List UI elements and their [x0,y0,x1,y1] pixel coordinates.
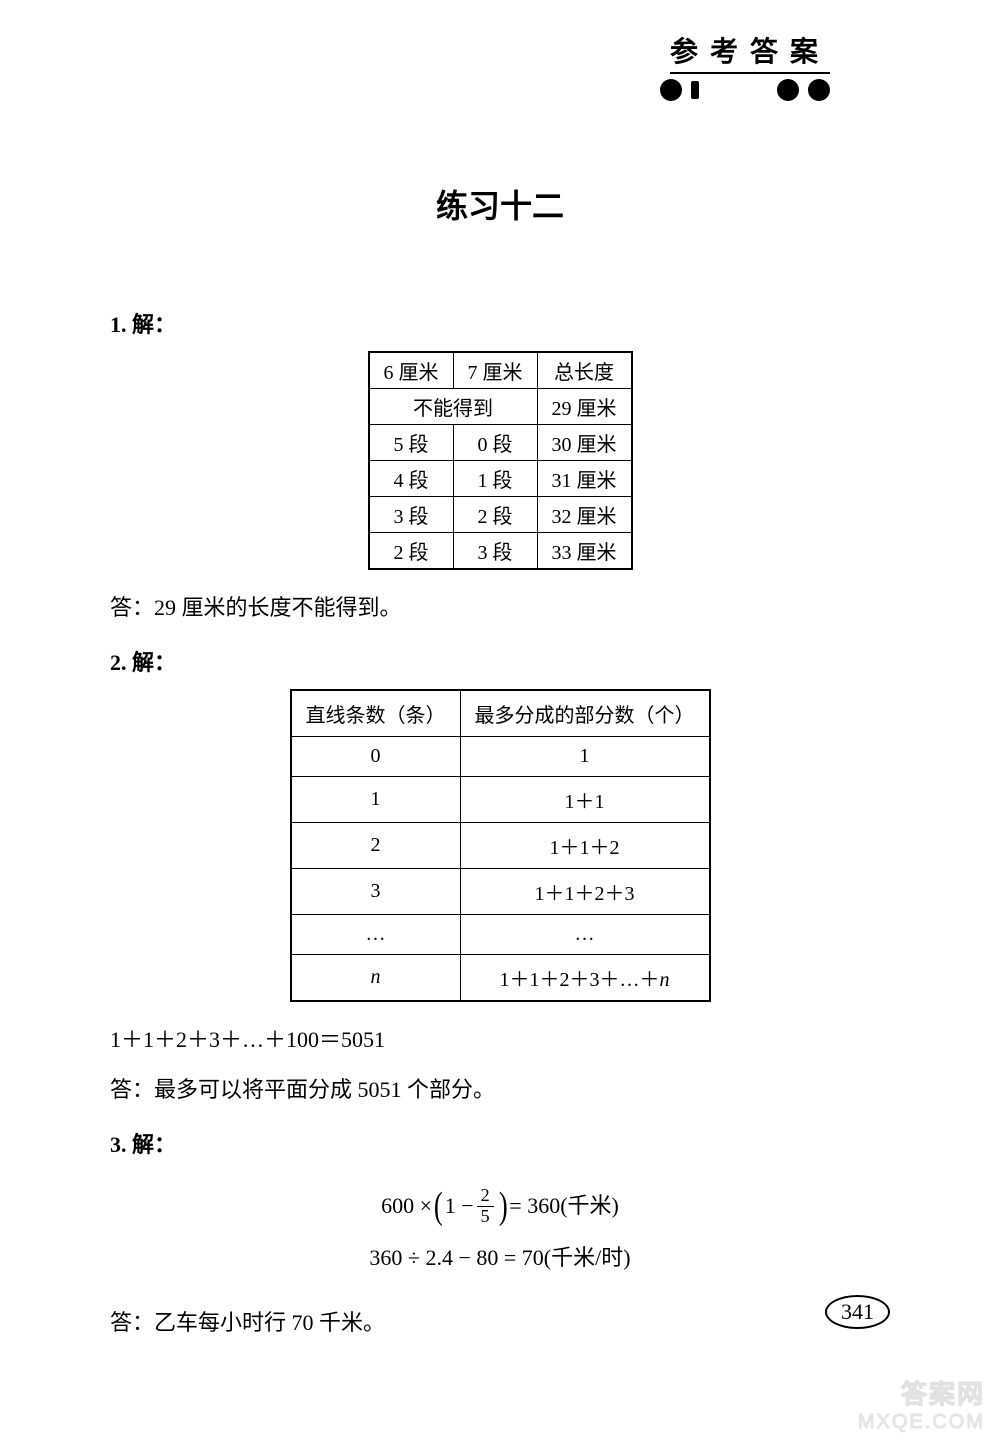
page-container: 参考答案 练习十二 1. 解： 6 厘米 7 厘米 总长度 不能得到 29 厘米… [0,0,1000,1449]
table-cell: 2 段 [453,497,537,533]
table-row: 4 段 1 段 31 厘米 [369,461,632,497]
table-row: … … [291,915,710,955]
table-row: 3 1＋1＋2＋3 [291,869,710,915]
table-cell: 5 段 [369,425,454,461]
dot-icon [777,79,799,101]
table-cell: n [291,955,461,1002]
equation-2: 360 ÷ 2.4 − 80 = 70(千米/时) [110,1236,890,1280]
problem-1-table: 6 厘米 7 厘米 总长度 不能得到 29 厘米 5 段 0 段 30 厘米 4… [368,351,633,570]
table-cell: 不能得到 [369,389,538,425]
table-header: 6 厘米 [369,352,454,389]
numerator: 2 [477,1186,494,1207]
table-row: 2 1＋1＋2 [291,823,710,869]
table-cell: 33 厘米 [537,533,632,570]
italic-n: n [660,969,670,991]
problem-1-answer: 答：29 厘米的长度不能得到。 [110,590,890,625]
page-number: 341 [825,1295,890,1329]
table-header: 总长度 [537,352,632,389]
table-cell: 1＋1＋2＋3＋…＋n [460,955,710,1002]
left-paren-icon: ( [434,1191,443,1221]
right-paren-icon: ) [499,1191,508,1221]
page-number-value: 341 [825,1295,890,1329]
table-cell: 1＋1 [460,777,710,823]
page-header: 参考答案 [110,30,890,101]
problem-2-answer: 答：最多可以将平面分成 5051 个部分。 [110,1072,890,1107]
problem-3-label: 3. 解： [110,1127,890,1159]
table-cell: 0 段 [453,425,537,461]
table-cell: 3 段 [369,497,454,533]
table-row: 6 厘米 7 厘米 总长度 [369,352,632,389]
table-row: 0 1 [291,737,710,777]
table-cell: 1 [460,737,710,777]
problem-2: 2. 解： 直线条数（条） 最多分成的部分数（个） 0 1 1 1＋1 2 1＋… [110,645,890,1107]
problem-3-equations: 600 × ( 1 − 2 5 ) = 360(千米) 360 ÷ 2.4 − … [110,1184,890,1280]
watermark: 答案网 MXQE.COM [858,1374,985,1434]
problem-2-label: 2. 解： [110,645,890,677]
eq-text: 1 − [445,1184,474,1228]
watermark-line1: 答案网 [858,1374,985,1411]
dot-icon [808,79,830,101]
table-cell: 1 段 [453,461,537,497]
table-header: 7 厘米 [453,352,537,389]
table-row: 直线条数（条） 最多分成的部分数（个） [291,690,710,737]
problem-2-table: 直线条数（条） 最多分成的部分数（个） 0 1 1 1＋1 2 1＋1＋2 3 … [290,689,711,1002]
table-cell: 3 [291,869,461,915]
table-cell: 30 厘米 [537,425,632,461]
problem-3-answer: 答：乙车每小时行 70 千米。 [110,1305,890,1340]
table-cell: … [460,915,710,955]
table-cell: 0 [291,737,461,777]
denominator: 5 [477,1207,494,1227]
equation-1: 600 × ( 1 − 2 5 ) = 360(千米) [110,1184,890,1228]
table-cell: 4 段 [369,461,454,497]
italic-n: n [371,966,381,988]
table-cell: 31 厘米 [537,461,632,497]
table-header: 最多分成的部分数（个） [460,690,710,737]
table-cell: 1＋1＋2＋3 [460,869,710,915]
table-row: 2 段 3 段 33 厘米 [369,533,632,570]
table-cell: 1 [291,777,461,823]
table-row: 5 段 0 段 30 厘米 [369,425,632,461]
bar-icon [691,81,699,99]
table-header: 直线条数（条） [291,690,461,737]
table-cell: 29 厘米 [537,389,632,425]
fraction: 2 5 [477,1186,494,1227]
table-cell: 32 厘米 [537,497,632,533]
table-row: 1 1＋1 [291,777,710,823]
table-row: n 1＋1＋2＋3＋…＋n [291,955,710,1002]
table-cell: 3 段 [453,533,537,570]
problem-1-label: 1. 解： [110,307,890,339]
table-row: 不能得到 29 厘米 [369,389,632,425]
header-title: 参考答案 [670,30,830,74]
header-decoration [110,79,830,101]
problem-1: 1. 解： 6 厘米 7 厘米 总长度 不能得到 29 厘米 5 段 0 段 3… [110,307,890,625]
dot-icon [660,79,682,101]
watermark-line2: MXQE.COM [858,1411,985,1434]
table-cell: 2 [291,823,461,869]
table-cell: … [291,915,461,955]
spacer [708,79,768,101]
table-row: 3 段 2 段 32 厘米 [369,497,632,533]
table-cell: 2 段 [369,533,454,570]
eq-text: 600 × [381,1184,432,1228]
problem-3: 3. 解： 600 × ( 1 − 2 5 ) = 360(千米) 360 ÷ … [110,1127,890,1340]
chapter-title: 练习十二 [110,181,890,227]
table-cell: 1＋1＋2 [460,823,710,869]
problem-2-formula: 1＋1＋2＋3＋…＋100＝5051 [110,1022,890,1054]
eq-text: = 360(千米) [509,1184,619,1228]
